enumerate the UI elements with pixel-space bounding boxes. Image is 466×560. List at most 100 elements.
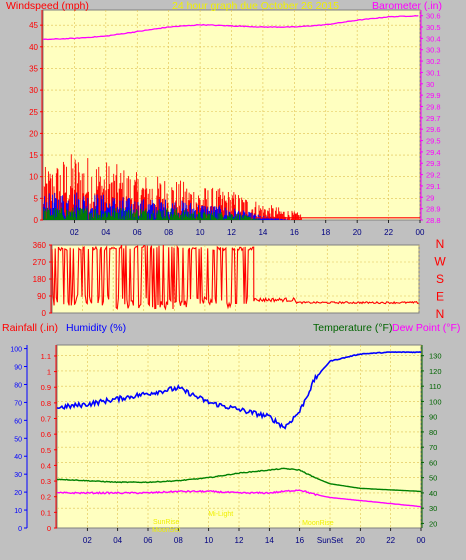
barometer-tick-label: 28.8 bbox=[426, 216, 441, 225]
humidity-tick-label: 100 bbox=[10, 347, 22, 354]
temperature-tick-label: 50 bbox=[429, 474, 437, 483]
astro-annotation: SunRise bbox=[153, 519, 180, 526]
x-tick-label: 06 bbox=[144, 536, 153, 545]
x-tick-label: 14 bbox=[258, 228, 267, 237]
barometer-tick-label: 29.5 bbox=[426, 137, 441, 146]
barometer-tick-label: 30.6 bbox=[426, 12, 441, 21]
series-line-1 bbox=[57, 467, 421, 493]
series-line-0 bbox=[57, 351, 421, 430]
temperature-tick-label: 120 bbox=[429, 367, 442, 376]
windspeed-tick-label: 45 bbox=[29, 21, 38, 30]
wind-x-axis: 02 04 06 08 10 12 14 16 18 20 22 00 bbox=[70, 220, 425, 237]
rainfall-tick-label: 0.2 bbox=[41, 493, 51, 502]
x-tick-label: 20 bbox=[353, 228, 362, 237]
astro-annotation: Mi-Light bbox=[208, 511, 233, 518]
humidity-tick-label: 20 bbox=[14, 490, 22, 497]
direction-tick-label: 360 bbox=[33, 241, 47, 250]
temperature-tick-label: 60 bbox=[429, 458, 437, 467]
humidity-tick-label: 0 bbox=[18, 526, 22, 533]
barometer-tick-label: 30.4 bbox=[426, 34, 441, 43]
temp-grid bbox=[57, 345, 422, 528]
x-tick-label: 14 bbox=[265, 536, 274, 545]
temperature-tick-label: 80 bbox=[429, 428, 437, 437]
barometer-label: Barometer (.in) bbox=[372, 0, 442, 12]
barometer-tick-label: 29.8 bbox=[426, 102, 441, 111]
x-tick-label: 02 bbox=[70, 228, 79, 237]
humidity-tick-label: 70 bbox=[14, 400, 22, 407]
graph-date-label: 24 hour graph due October 26 2015 bbox=[172, 0, 339, 12]
humidity-label: Humidity (%) bbox=[66, 322, 126, 334]
temperature-tick-label: 40 bbox=[429, 489, 437, 498]
x-tick-label: 08 bbox=[164, 228, 173, 237]
humidity-tick-label: 90 bbox=[14, 365, 22, 372]
barometer-tick-label: 29.6 bbox=[426, 125, 441, 134]
series-line-2 bbox=[57, 489, 421, 508]
compass-label: N bbox=[436, 237, 445, 251]
direction-axis: 0 90 180 270 360 bbox=[33, 241, 52, 318]
windspeed-tick-label: 10 bbox=[29, 173, 38, 182]
direction-tick-label: 90 bbox=[37, 292, 46, 301]
x-tick-label: 06 bbox=[133, 228, 142, 237]
windspeed-tick-label: 40 bbox=[29, 43, 38, 52]
humidity-tick-label: 60 bbox=[14, 418, 22, 425]
compass-label: W bbox=[434, 255, 446, 269]
barometer-tick-label: 29.4 bbox=[426, 148, 441, 157]
direction-tick-label: 0 bbox=[42, 309, 47, 318]
temperature-tick-label: 20 bbox=[429, 519, 437, 528]
x-tick-label: 00 bbox=[417, 536, 426, 545]
barometer-tick-label: 29.3 bbox=[426, 159, 441, 168]
barometer-tick-label: 29.7 bbox=[426, 114, 441, 123]
temp-x-axis: 02 04 06 08 10 12 14 16 SunSet 20 22 00 bbox=[83, 528, 426, 545]
wind-series-2 bbox=[43, 207, 260, 220]
temperature-axis: 20 30 40 50 60 70 80 90 100 110 120 130 bbox=[421, 345, 442, 528]
x-tick-label: 02 bbox=[83, 536, 92, 545]
barometer-series bbox=[43, 14, 419, 41]
x-tick-label: 22 bbox=[384, 228, 393, 237]
barometer-axis: 28.8 28.9 29 29.1 29.2 29.3 29.4 29.5 29.6 29.7 29… bbox=[420, 10, 441, 225]
x-tick-label: 04 bbox=[113, 536, 122, 545]
barometer-tick-label: 30.5 bbox=[426, 23, 441, 32]
astro-annotation: MoonRise bbox=[302, 520, 334, 527]
x-tick-label: 12 bbox=[227, 228, 236, 237]
humidity-tick-label: 10 bbox=[14, 508, 22, 515]
windspeed-axis: 0 5 10 15 20 25 30 35 40 45 bbox=[29, 10, 43, 225]
compass-label: S bbox=[436, 272, 444, 286]
x-tick-label: 10 bbox=[204, 536, 213, 545]
humidity-tick-label: 80 bbox=[14, 382, 22, 389]
rainfall-tick-label: 0 bbox=[47, 524, 51, 533]
humidity-axis: 0 10 20 30 40 50 60 70 80 90 100 bbox=[10, 345, 28, 533]
temperature-tick-label: 130 bbox=[429, 352, 442, 361]
barometer-tick-label: 30.3 bbox=[426, 46, 441, 55]
windspeed-series bbox=[43, 154, 420, 220]
temperature-tick-label: 100 bbox=[429, 397, 442, 406]
barometer-tick-label: 29.2 bbox=[426, 171, 441, 180]
rainfall-axis: 0 0.1 0.2 0.3 0.4 0.5 0.6 0.7 0.8 0.9 1 1.1 bbox=[41, 345, 57, 533]
x-tick-label: 16 bbox=[295, 536, 304, 545]
rainfall-tick-label: 0.4 bbox=[41, 461, 51, 470]
rainfall-tick-label: 0.8 bbox=[41, 399, 51, 408]
temp-humidity-series bbox=[57, 351, 421, 508]
x-tick-label: 08 bbox=[174, 536, 183, 545]
x-tick-label: 00 bbox=[416, 228, 425, 237]
dewpoint-label: Dew Point (°F) bbox=[392, 322, 460, 334]
direction-tick-label: 180 bbox=[33, 275, 47, 284]
windspeed-tick-label: 0 bbox=[34, 216, 39, 225]
temperature-tick-label: 30 bbox=[429, 504, 437, 513]
x-tick-label: 04 bbox=[101, 228, 110, 237]
temperature-label: Temperature (°F) bbox=[313, 322, 392, 334]
windspeed-tick-label: 5 bbox=[34, 194, 39, 203]
rainfall-tick-label: 1 bbox=[47, 368, 51, 377]
rainfall-tick-label: 0.5 bbox=[41, 446, 51, 455]
x-tick-label: 16 bbox=[290, 228, 299, 237]
x-tick-label: 20 bbox=[356, 536, 365, 545]
barometer-tick-label: 30 bbox=[426, 80, 434, 89]
astro-annotation: MoonSet bbox=[152, 527, 180, 534]
windspeed-tick-label: 15 bbox=[29, 151, 38, 160]
rainfall-tick-label: 0.3 bbox=[41, 477, 51, 486]
rainfall-tick-label: 0.7 bbox=[41, 415, 51, 424]
humidity-tick-label: 30 bbox=[14, 472, 22, 479]
windspeed-tick-label: 25 bbox=[29, 108, 38, 117]
